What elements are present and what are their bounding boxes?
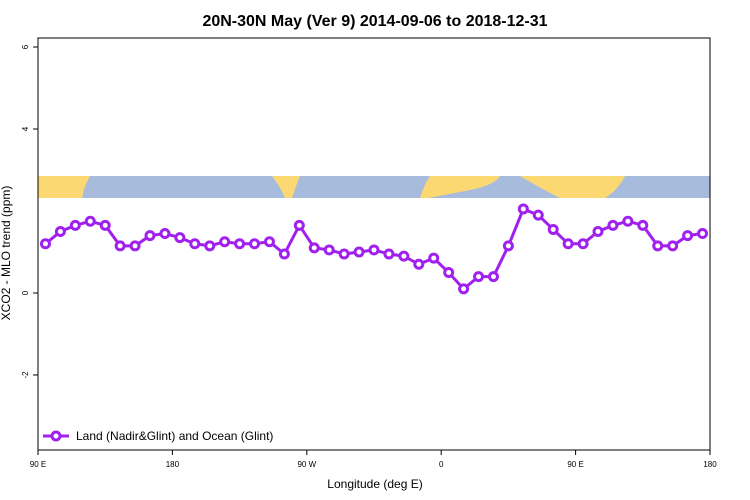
point xyxy=(532,209,544,221)
point xyxy=(562,238,574,250)
point xyxy=(263,236,275,248)
x-tick-label: 180 xyxy=(166,460,180,469)
point xyxy=(458,283,470,295)
point xyxy=(84,215,96,227)
point xyxy=(39,238,51,250)
point xyxy=(353,246,365,258)
point xyxy=(577,238,589,250)
point xyxy=(622,215,634,227)
point xyxy=(204,240,216,252)
point xyxy=(682,230,694,242)
point xyxy=(234,238,246,250)
legend-marker xyxy=(50,430,62,442)
point xyxy=(502,240,514,252)
plot-frame xyxy=(37,37,711,451)
point xyxy=(487,271,499,283)
point xyxy=(278,248,290,260)
point xyxy=(697,228,709,240)
map-band xyxy=(38,176,710,198)
point xyxy=(159,228,171,240)
point xyxy=(338,248,350,260)
y-tick-label: 6 xyxy=(21,44,30,49)
point xyxy=(219,236,231,248)
point xyxy=(174,232,186,244)
x-tick-label: 90 E xyxy=(567,460,583,469)
point xyxy=(308,242,320,254)
x-tick-label: 0 xyxy=(439,460,444,469)
y-tick-label: 4 xyxy=(21,126,30,131)
point xyxy=(473,271,485,283)
point xyxy=(323,244,335,256)
point xyxy=(293,219,305,231)
point xyxy=(249,238,261,250)
point xyxy=(99,219,111,231)
point xyxy=(517,203,529,215)
point xyxy=(547,223,559,235)
point xyxy=(398,250,410,262)
point xyxy=(69,219,81,231)
point xyxy=(144,230,156,242)
legend-label: Land (Nadir&Glint) and Ocean (Glint) xyxy=(76,429,273,443)
point xyxy=(637,219,649,231)
x-tick-label: 90 W xyxy=(297,460,316,469)
point xyxy=(652,240,664,252)
point xyxy=(383,248,395,260)
chart-title: 20N-30N May (Ver 9) 2014-09-06 to 2018-1… xyxy=(202,13,547,30)
point xyxy=(129,240,141,252)
x-axis-label: Longitude (deg E) xyxy=(327,477,422,491)
point xyxy=(54,225,66,237)
y-axis-label: XCO2 - MLO trend (ppm) xyxy=(0,186,13,321)
point xyxy=(413,258,425,270)
y-tick-label: 0 xyxy=(21,290,30,295)
point xyxy=(592,225,604,237)
x-tick-label: 180 xyxy=(703,460,717,469)
point xyxy=(114,240,126,252)
point xyxy=(189,238,201,250)
point xyxy=(667,240,679,252)
point xyxy=(607,219,619,231)
x-tick-label: 90 E xyxy=(30,460,46,469)
y-tick-label: -2 xyxy=(21,371,30,379)
point xyxy=(443,266,455,278)
point xyxy=(428,252,440,264)
point xyxy=(368,244,380,256)
